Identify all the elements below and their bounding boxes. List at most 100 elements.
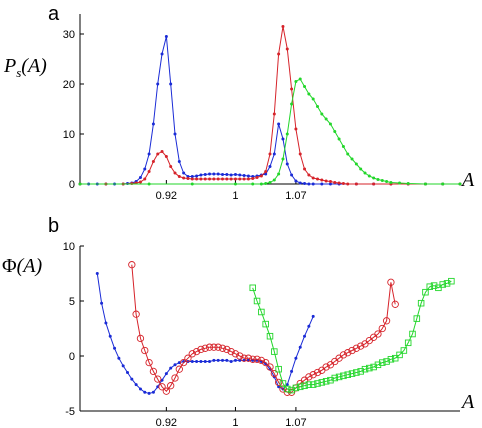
panel-a-series-2-point <box>294 80 298 83</box>
panel-b-ylabel-tail: (A) <box>17 255 43 277</box>
panel-a-series-2-point <box>316 105 319 108</box>
panel-a-series-1-point <box>212 177 216 181</box>
panel-a-series-1-point <box>156 152 160 156</box>
panel-b-series-1-point <box>231 350 240 358</box>
panel-b-series-1-point <box>128 261 136 269</box>
panel-b-series-1-point <box>387 278 395 286</box>
panel-b-series-2-point <box>262 320 269 328</box>
panel-a-series-1-point <box>216 177 220 181</box>
panel-a-series-1-point <box>346 182 350 186</box>
panel-a-series-1-point <box>169 165 173 168</box>
panel-a-series-1-point <box>160 150 164 153</box>
panel-a-series-1-point <box>264 170 268 173</box>
panel-b-series-0-point <box>199 360 203 363</box>
panel-a-series-1-point <box>290 87 294 91</box>
panel-a-series-0-point <box>156 82 160 86</box>
panel-a-series-1-point <box>138 180 142 184</box>
panel-b-series-2-point <box>249 284 256 292</box>
panel-b-series-1-point <box>357 342 365 350</box>
panel-a-series-0-point <box>290 173 294 177</box>
panel-a-series-2-point <box>320 112 324 116</box>
panel-a-series-0-point <box>281 137 285 141</box>
panel-b-series-2-point <box>318 379 326 386</box>
panel-a-series-2-point <box>281 157 285 161</box>
panel-b-series-1-point <box>145 358 153 367</box>
panel-a-series-0-point <box>285 162 289 166</box>
panel-b-series-1-point <box>154 375 162 383</box>
panel-a-series-2-point <box>359 167 363 171</box>
panel-b-series-1-point <box>136 334 145 343</box>
panel-a-series-1-point <box>151 160 155 163</box>
panel-b-series-2-point <box>253 297 261 305</box>
panel-b-series-1-point <box>344 349 352 357</box>
panel-a-series-1-point <box>320 178 324 182</box>
panel-b-xtick-label: 0.92 <box>156 417 177 428</box>
panel-b-series-1-point <box>188 350 196 358</box>
panel-b-series-1-point <box>249 355 257 363</box>
panel-b-series-1-point <box>352 344 361 352</box>
panel-b-series-1-point <box>210 343 218 351</box>
panel-b-series-1-point <box>197 345 205 354</box>
panel-b-series-0-point <box>143 390 147 394</box>
panel-a-series-1-point <box>341 182 345 185</box>
panel-b-xlabel: A <box>460 391 475 413</box>
panel-b-series-2-point <box>340 372 347 380</box>
panel-a-series-2-point <box>441 182 445 186</box>
panel-a-ylabel: Ps(A) <box>3 55 47 80</box>
panel-a-series-1-point <box>277 52 281 56</box>
panel-a-series-0-point <box>264 172 268 176</box>
panel-b-series-2-point <box>422 288 429 296</box>
panel-b-series-2-point <box>266 332 274 340</box>
panel-a-series-0-line <box>80 36 460 185</box>
panel-b-series-2-point <box>426 283 434 290</box>
panel-b-series-0-point <box>190 360 194 363</box>
panel-a-series-2-point <box>363 171 367 175</box>
panel-a-letter: a <box>48 3 60 25</box>
panel-a-series-1-point <box>251 177 255 180</box>
panel-a-ylabel-tail: (A) <box>21 55 47 77</box>
panel-b-ylabel: Φ(A) <box>2 255 43 277</box>
panel-a-series-0-point <box>272 152 276 156</box>
panel-b-series-0-point <box>203 360 207 363</box>
panel-b-series-0-point <box>229 360 233 363</box>
panel-a-series-0-point <box>138 176 142 179</box>
panel-b-series-0-point <box>147 391 151 395</box>
panel-b-series-1-point <box>227 347 235 356</box>
panel-a-xtick-label: 1 <box>232 190 238 202</box>
panel-a-series-0-point <box>229 173 233 177</box>
panel-a: a Ps(A) 0 10 20 30 0.92 1 1.07 A <box>3 3 475 202</box>
panel-a-series-0-point <box>147 152 151 156</box>
panel-a-series-1-point <box>272 112 276 116</box>
panel-b-series-2-point <box>335 373 343 381</box>
panel-a-xlabel: A <box>460 169 475 191</box>
panel-b-series-2-point <box>370 363 377 371</box>
panel-a-series-2-point <box>346 152 350 156</box>
panel-a-series-1-point <box>173 171 177 175</box>
panel-b-series-2-point <box>417 299 425 307</box>
panel-a-series-2-point <box>290 102 294 106</box>
panel-a-series-2-point <box>272 178 276 182</box>
panel-b-series-1-point <box>270 369 278 378</box>
panel-a-series-0-point <box>298 181 302 185</box>
panel-a-series-1-point <box>246 177 250 181</box>
panel-a-xtick-label: 0.92 <box>156 190 177 202</box>
panel-b-series-2-point <box>348 370 356 377</box>
panel-b-series-2-point <box>284 385 291 393</box>
panel-b-series-0-point <box>169 366 173 370</box>
panel-b-series-0-point <box>195 360 199 363</box>
panel-a-series-1-point <box>190 177 194 181</box>
panel-a-series-1-point <box>285 47 289 51</box>
panel-a-series-1-point <box>354 182 358 186</box>
panel-a-series-1-point <box>199 177 203 181</box>
panel-b-series-2-point <box>435 284 442 292</box>
panel-a-series-2-point <box>298 77 302 81</box>
panel-b-series-1-point <box>223 345 231 354</box>
panel-a-series-1-point <box>208 177 212 181</box>
panel-a-series-1-point <box>221 177 224 181</box>
panel-b-series-1-point <box>201 344 209 352</box>
panel-b-series-2 <box>249 277 455 394</box>
panel-a-series-2-point <box>277 172 281 176</box>
panel-b-series-0-point <box>307 324 311 328</box>
panel-b-series-0-point <box>285 383 289 387</box>
panel-b-series-0-point <box>298 345 302 349</box>
